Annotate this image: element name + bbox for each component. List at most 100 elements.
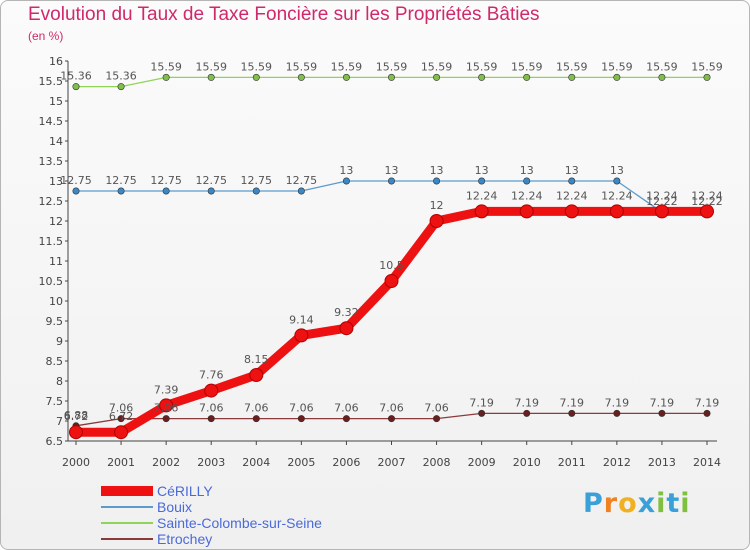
y-tick-label: 9.5: [46, 315, 64, 328]
data-point: [207, 73, 215, 81]
x-tick-label: 2014: [693, 456, 721, 469]
data-label: 15.36: [105, 70, 137, 83]
data-label: 15.59: [511, 60, 543, 73]
data-label: 12.75: [150, 174, 182, 187]
y-tick-label: 8.5: [46, 355, 64, 368]
data-label: 7.06: [424, 402, 449, 415]
data-point: [478, 73, 486, 81]
legend-swatch: [101, 486, 153, 496]
y-tick-label: 7: [56, 415, 63, 428]
data-label: 15.59: [241, 60, 273, 73]
series-c-rilly: [69, 204, 714, 440]
legend-label: Sainte-Colombe-sur-Seine: [157, 515, 322, 531]
data-point: [564, 204, 579, 219]
data-point: [252, 187, 260, 195]
data-point: [568, 73, 576, 81]
unit-label: (en %): [28, 29, 64, 43]
data-point: [613, 409, 621, 417]
data-point: [433, 415, 441, 423]
data-point: [523, 177, 531, 185]
data-label: 7.19: [560, 396, 585, 409]
data-point: [294, 328, 309, 343]
data-label: 7.06: [334, 402, 359, 415]
data-point: [249, 368, 264, 382]
data-label: 13: [339, 164, 353, 177]
data-label: 15.59: [646, 60, 678, 73]
data-point: [162, 187, 170, 195]
data-point: [162, 415, 170, 423]
data-label: 15.59: [601, 60, 633, 73]
data-point: [703, 409, 711, 417]
data-label: 10.5: [379, 259, 404, 272]
data-point: [69, 425, 83, 440]
y-tick-label: 13: [49, 175, 63, 188]
data-label: 6.72: [109, 410, 134, 423]
data-label: 15.59: [286, 60, 318, 73]
data-point: [433, 177, 441, 185]
legend-label: CéRILLY: [157, 483, 213, 499]
y-tick-label: 15.5: [39, 75, 64, 88]
data-label: 7.06: [289, 402, 314, 415]
data-label: 12.75: [195, 174, 227, 187]
y-tick-label: 10: [49, 295, 63, 308]
data-point: [387, 73, 395, 81]
data-point: [117, 415, 125, 423]
data-point: [342, 415, 350, 423]
data-label: 15.59: [691, 60, 723, 73]
series-sainte-colombe-sur-seine: [72, 73, 711, 91]
logo-letter: x: [637, 488, 657, 519]
y-tick-label: 7.5: [46, 395, 64, 408]
data-label: 8.15: [244, 353, 269, 366]
data-label: 15.36: [60, 70, 92, 83]
data-label: 15.59: [195, 60, 227, 73]
data-point: [297, 187, 305, 195]
data-label: 12.22: [646, 195, 678, 208]
y-tick-label: 11.5: [39, 235, 64, 248]
data-label: 12.75: [60, 174, 92, 187]
y-tick-label: 8: [56, 375, 63, 388]
data-label: 15.59: [376, 60, 408, 73]
x-tick-label: 2012: [603, 456, 631, 469]
data-label: 13: [610, 164, 624, 177]
data-label: 13: [430, 164, 444, 177]
series-bouix: [72, 177, 711, 216]
data-label: 7.06: [199, 402, 224, 415]
data-label: 13: [565, 164, 579, 177]
data-point: [342, 177, 350, 185]
data-point: [387, 415, 395, 423]
data-label: 12.24: [691, 189, 723, 202]
logo-letter: t: [666, 488, 681, 519]
series-etrochey: [72, 409, 711, 430]
data-label: 13: [520, 164, 534, 177]
x-tick-label: 2005: [287, 456, 315, 469]
data-label: 6.88: [64, 409, 89, 422]
data-point: [339, 321, 354, 336]
legend-swatch: [101, 538, 153, 540]
x-tick-label: 2009: [468, 456, 496, 469]
data-label: 12.75: [105, 174, 137, 187]
legend-swatch: [101, 522, 153, 524]
data-label: 15.59: [421, 60, 453, 73]
data-point: [658, 409, 666, 417]
data-label: 7.19: [469, 396, 494, 409]
data-label: 9.32: [334, 306, 359, 319]
data-point: [478, 409, 486, 417]
data-point: [474, 204, 489, 219]
data-label: 7.06: [154, 402, 179, 415]
data-point: [658, 73, 666, 81]
data-label: 15.59: [466, 60, 498, 73]
data-point: [114, 425, 129, 440]
data-point: [297, 415, 305, 423]
y-tick-label: 12.5: [39, 195, 64, 208]
data-point: [297, 73, 305, 81]
data-point: [478, 177, 486, 185]
data-point: [252, 415, 260, 423]
x-tick-label: 2013: [648, 456, 676, 469]
y-tick-label: 14: [49, 135, 63, 148]
data-label: 7.19: [650, 396, 675, 409]
data-label: 9.14: [289, 313, 314, 326]
y-tick-label: 16: [49, 55, 63, 68]
data-point: [117, 187, 125, 195]
data-point: [72, 187, 80, 195]
x-tick-label: 2008: [423, 456, 451, 469]
